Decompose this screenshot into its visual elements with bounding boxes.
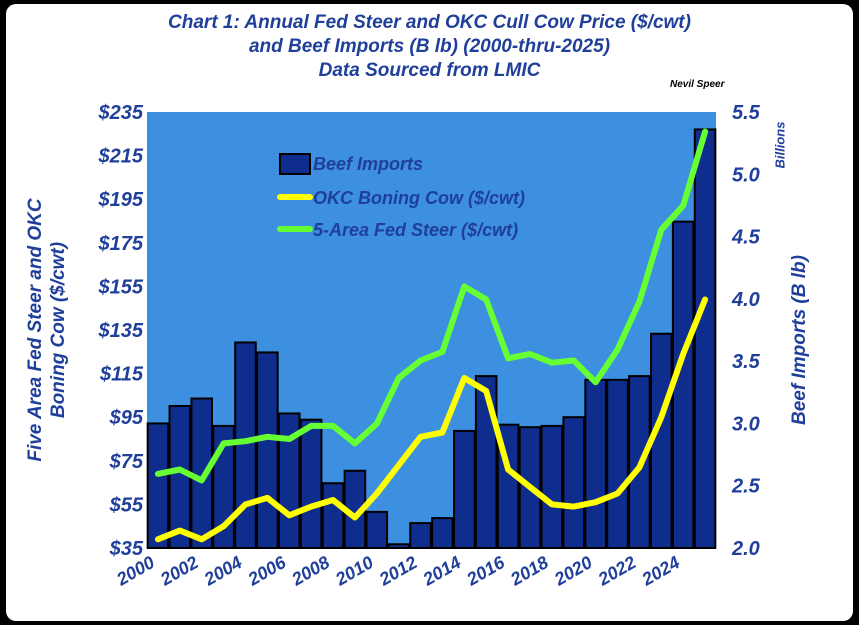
left-tick-label: $135 [98,320,144,342]
right-tick-label: 5.0 [732,164,760,186]
x-tick-label: 2018 [506,552,552,590]
right-tick-label: 4.0 [731,289,760,311]
legend-label: Beef Imports [313,154,423,174]
x-tick-label: 2006 [244,552,290,590]
right-axis-units: Billions [772,121,788,169]
bar-beef-imports-2001 [168,404,192,550]
x-tick-label: 2002 [156,552,202,590]
left-tick-label: $195 [98,189,144,211]
x-tick-label: 2012 [375,552,421,590]
x-tick-label: 2024 [638,552,684,590]
bar-beef-imports-2011 [387,543,410,550]
bar-beef-imports-2014 [453,429,476,550]
bar-beef-imports-2013 [431,517,454,549]
x-tick-label: 2022 [594,552,640,590]
legend-swatch-beef-imports [279,153,311,175]
bar-beef-imports-2005 [256,351,279,549]
legend-label: OKC Boning Cow ($/cwt) [313,188,525,208]
x-tick-label: 2016 [463,552,509,590]
left-tick-label: $215 [98,146,144,168]
right-tick-label: 4.5 [731,227,761,249]
chart-title-line-1: Chart 1: Annual Fed Steer and OKC Cull C… [168,12,691,33]
bar-beef-imports-2000 [146,422,170,549]
left-tick-label: $55 [109,494,144,516]
author-credit: Nevil Speer [670,79,725,90]
bar-beef-imports-2024 [671,220,695,549]
bar-beef-imports-2025 [693,128,717,549]
right-tick-label: 5.5 [732,102,761,124]
left-tick-label: $35 [109,538,144,560]
left-tick-label: $95 [109,407,144,429]
bar-beef-imports-2021 [606,378,629,550]
right-axis-label: Beef Imports (B lb) [789,255,810,425]
bar-beef-imports-2019 [562,416,586,550]
left-axis-label: Five Area Fed Steer and OKC Boning Cow (… [25,198,69,462]
x-tick-label: 2008 [287,552,333,590]
right-tick-label: 3.0 [732,413,760,435]
legend-label: 5-Area Fed Steer ($/cwt) [313,220,518,240]
left-tick-label: $155 [98,276,144,298]
x-tick-label: 2020 [550,552,596,590]
left-tick-label: $115 [99,364,144,386]
bar-beef-imports-2018 [540,424,564,550]
right-tick-label: 3.5 [732,351,761,373]
chart-title-line-3: Data Sourced from LMIC [318,60,541,81]
chart-title-line-2: and Beef Imports (B lb) (2000-thru-2025) [248,36,611,57]
bar-beef-imports-2010 [365,510,389,550]
x-tick-label: 2010 [331,552,377,590]
bar-beef-imports-2008 [321,482,345,550]
left-tick-label: $175 [98,233,144,255]
right-tick-label: 2.0 [731,538,760,560]
x-tick-label: 2014 [419,552,465,590]
line-okc-boning-cow [154,296,709,543]
bar-beef-imports-2004 [234,341,257,550]
bar-beef-imports-2012 [409,522,432,549]
bar-beef-imports-2020 [584,378,607,550]
line-fed-steer [154,128,709,484]
x-tick-label: 2004 [200,552,246,590]
left-tick-label: $235 [98,102,144,124]
left-tick-label: $75 [109,451,144,473]
right-tick-label: 2.5 [731,476,761,498]
bar-beef-imports-2007 [299,418,323,550]
